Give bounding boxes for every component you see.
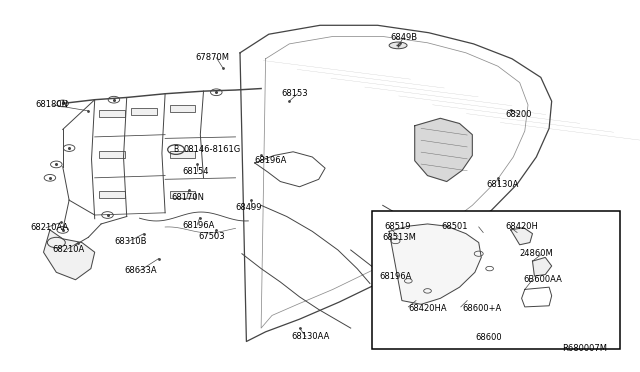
Text: 68130A: 68130A	[486, 180, 519, 189]
Bar	[99, 110, 125, 117]
Text: 68519: 68519	[384, 222, 410, 231]
Text: 68196A: 68196A	[255, 156, 287, 165]
Text: 68154: 68154	[182, 167, 209, 176]
Polygon shape	[511, 228, 532, 245]
Text: 68633A: 68633A	[125, 266, 157, 275]
Text: 68210A: 68210A	[52, 245, 84, 254]
Text: 68196A: 68196A	[379, 272, 412, 280]
Polygon shape	[389, 224, 481, 304]
Text: 6849B: 6849B	[390, 33, 417, 42]
Text: B: B	[173, 145, 179, 154]
Text: 68180N: 68180N	[35, 100, 68, 109]
Ellipse shape	[389, 42, 407, 49]
Bar	[99, 191, 125, 198]
Bar	[170, 105, 195, 112]
Text: 08146-8161G: 08146-8161G	[184, 145, 241, 154]
Text: R680007M: R680007M	[562, 344, 607, 353]
Text: 68501: 68501	[442, 222, 468, 231]
Text: 68420H: 68420H	[506, 222, 538, 231]
Text: 68200: 68200	[506, 110, 532, 119]
Text: 68420HA: 68420HA	[408, 304, 447, 312]
Bar	[131, 108, 157, 115]
Text: 67503: 67503	[198, 232, 225, 241]
Text: 67870M: 67870M	[195, 53, 229, 62]
Text: 68196A: 68196A	[182, 221, 215, 230]
Bar	[170, 151, 195, 158]
Bar	[99, 151, 125, 158]
Text: 68310B: 68310B	[114, 237, 147, 246]
Bar	[170, 191, 195, 198]
Text: 68170N: 68170N	[172, 193, 205, 202]
Text: 68600: 68600	[475, 333, 502, 342]
Text: 24860M: 24860M	[520, 249, 554, 258]
Text: 68499: 68499	[236, 203, 262, 212]
Text: 6B600AA: 6B600AA	[524, 275, 563, 284]
Text: 68153: 68153	[282, 89, 308, 98]
Polygon shape	[532, 257, 552, 276]
Text: 68600+A: 68600+A	[462, 304, 501, 312]
Text: 68210AA: 68210AA	[31, 223, 69, 232]
Bar	[372, 211, 620, 349]
Polygon shape	[415, 118, 472, 182]
Text: 68513M: 68513M	[383, 233, 417, 242]
Polygon shape	[44, 230, 95, 280]
Text: 68130AA: 68130AA	[291, 332, 330, 341]
